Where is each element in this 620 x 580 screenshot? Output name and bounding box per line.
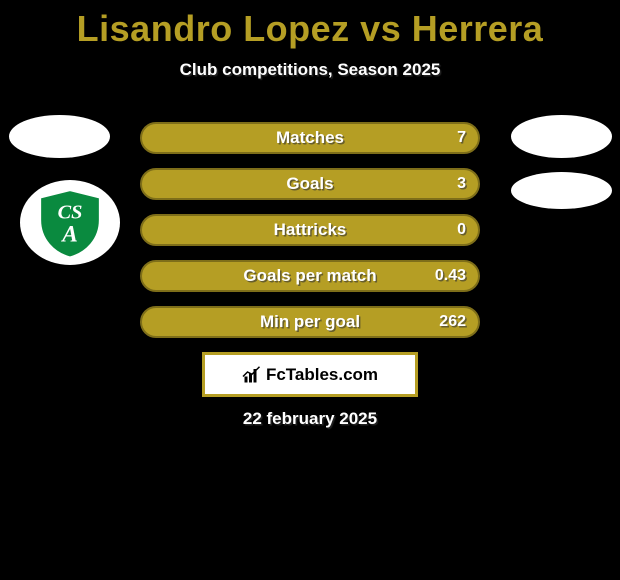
subtitle: Club competitions, Season 2025 (0, 60, 620, 80)
stat-value: 0.43 (435, 267, 466, 285)
stat-label: Hattricks (274, 220, 347, 240)
page-title: Lisandro Lopez vs Herrera (0, 0, 620, 50)
stat-row: Goals per match 0.43 (140, 260, 480, 292)
stat-label: Min per goal (260, 312, 360, 332)
stat-row: Matches 7 (140, 122, 480, 154)
player-right-avatar (511, 115, 612, 158)
stat-value: 0 (457, 221, 466, 239)
stat-label: Matches (276, 128, 344, 148)
shield-icon: CS A (26, 184, 114, 262)
stats-list: Matches 7 Goals 3 Hattricks 0 Goals per … (140, 122, 480, 352)
date-text: 22 february 2025 (0, 409, 620, 429)
stat-label: Goals (286, 174, 333, 194)
stat-row: Min per goal 262 (140, 306, 480, 338)
stat-row: Goals 3 (140, 168, 480, 200)
brand-text: FcTables.com (266, 365, 378, 385)
stat-row: Hattricks 0 (140, 214, 480, 246)
svg-text:CS: CS (58, 201, 83, 223)
brand-box: FcTables.com (202, 352, 418, 397)
club-left-logo: CS A (20, 180, 120, 265)
stat-value: 262 (439, 313, 466, 331)
bar-chart-icon (242, 366, 262, 384)
stat-label: Goals per match (243, 266, 376, 286)
stat-value: 7 (457, 129, 466, 147)
club-right-logo (511, 172, 612, 209)
svg-text:A: A (60, 221, 78, 247)
stat-value: 3 (457, 175, 466, 193)
player-left-avatar (9, 115, 110, 158)
